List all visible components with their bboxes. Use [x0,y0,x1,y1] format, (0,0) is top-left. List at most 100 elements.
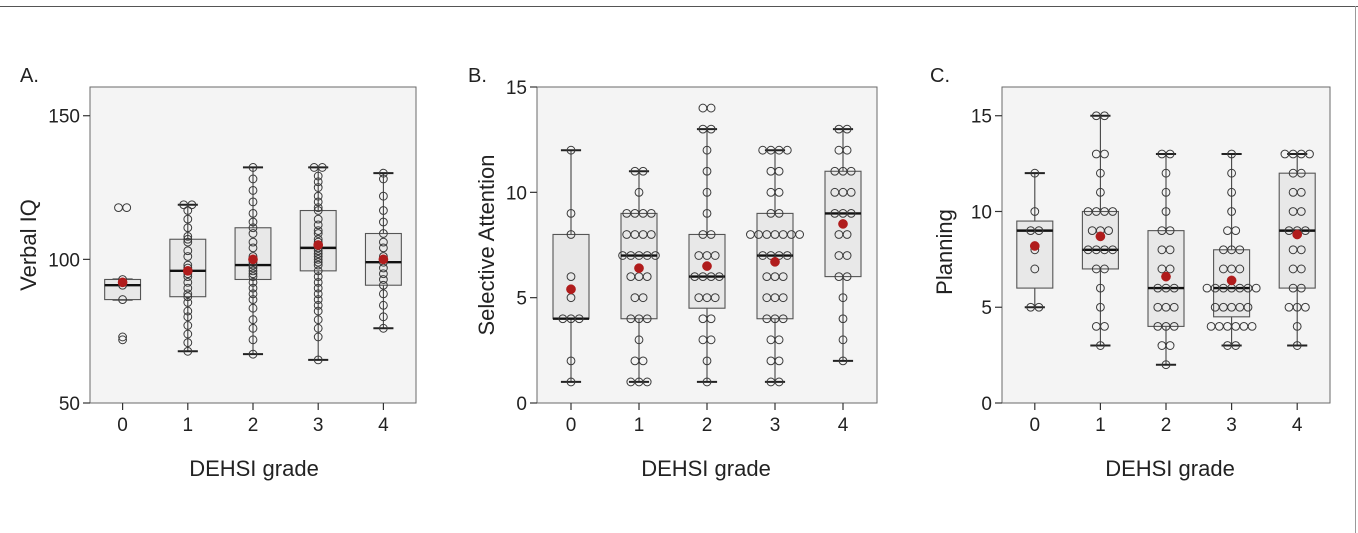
mean-marker [838,219,848,229]
data-point [313,203,323,213]
data-point [1227,168,1236,178]
data-point [183,298,193,307]
data-point [574,314,584,324]
x-tick-label: 4 [1292,415,1303,436]
x-axis-title: DEHSI grade [189,456,319,481]
y-tick-label: 10 [971,202,992,223]
data-point [1243,302,1253,312]
data-point [248,295,258,304]
data-point [313,252,323,261]
data-point [842,145,852,155]
data-point [183,246,193,256]
data-point [1165,245,1175,255]
mean-marker [1292,229,1303,240]
data-point [248,237,258,247]
data-point [1301,302,1310,312]
data-point [1161,168,1171,178]
mean-marker [566,284,576,295]
data-point [313,183,323,192]
data-point [646,209,656,218]
data-point [248,186,258,195]
mean-marker [1029,241,1040,251]
data-point [638,166,648,176]
mean-marker [770,257,780,267]
data-point [642,314,652,324]
data-point [183,346,193,356]
data-point [842,272,852,282]
data-point [706,124,716,134]
data-point [313,191,323,201]
figure-frame-right [1355,6,1356,533]
data-point [183,206,193,215]
data-point [248,277,258,287]
x-tick-label: 3 [770,415,781,436]
data-point [313,306,323,316]
data-point [1292,321,1302,331]
data-point [1231,341,1241,350]
data-point [313,206,323,215]
data-point [778,314,788,324]
y-tick-label: 15 [971,107,992,128]
data-point [1296,264,1306,274]
data-point [313,295,323,304]
data-point [710,251,720,260]
data-point [183,214,193,224]
data-point [313,266,323,276]
data-point [313,272,323,282]
data-point [838,293,848,303]
data-point [774,166,784,176]
mean-marker [117,277,128,288]
data-point [1108,207,1118,216]
data-point [248,303,258,313]
data-point [313,229,323,238]
data-point [313,257,323,267]
data-point [566,272,576,282]
data-point [248,229,258,238]
data-point [702,209,712,218]
mean-marker [1095,231,1106,242]
box [234,227,272,281]
x-tick-label: 2 [1161,415,1172,436]
data-point [774,356,784,366]
data-point [379,174,388,184]
mean-marker [1226,275,1237,286]
x-tick-label: 3 [1226,415,1237,436]
data-point [1292,341,1302,350]
panel-label: B. [468,65,487,87]
data-point [1096,168,1105,178]
data-point [706,335,716,345]
box [552,233,590,320]
data-point [183,231,193,241]
y-axis-title: Selective Attention [474,154,499,335]
data-point [248,335,258,345]
data-point [313,315,323,325]
data-point [1096,283,1105,293]
data-point [1169,283,1179,293]
data-point [1296,245,1306,255]
data-point [1296,207,1306,216]
data-point [778,272,788,282]
data-point [248,349,258,359]
data-point [1100,321,1109,331]
data-point [379,237,388,247]
data-point [248,243,258,253]
data-point [706,230,716,239]
data-point [1235,245,1245,255]
data-point [1231,226,1241,236]
y-tick-label: 5 [981,298,992,319]
data-point [317,163,327,172]
data-point [118,295,127,304]
data-point [313,254,323,264]
data-point [183,292,193,302]
data-point [1165,264,1175,274]
data-point [1034,226,1044,236]
data-point [795,230,804,239]
data-point [646,230,656,239]
data-point [702,377,712,387]
data-point [313,171,323,181]
data-point [1100,264,1109,274]
data-point [248,209,258,218]
data-point [1096,341,1105,350]
data-point [634,335,644,345]
